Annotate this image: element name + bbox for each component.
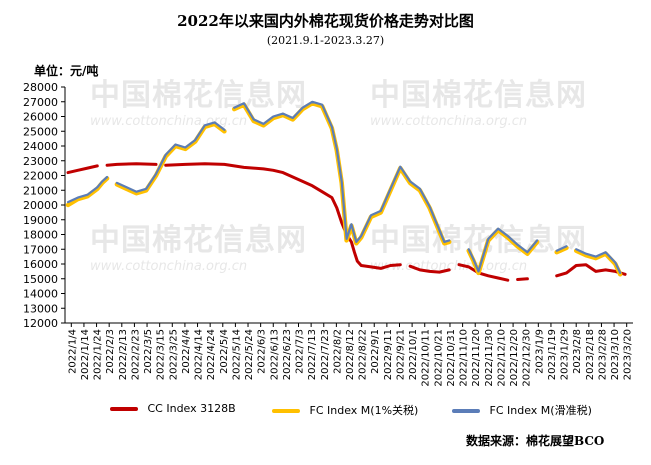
y-tick-label: 14000 bbox=[23, 288, 58, 301]
legend-label: CC Index 3128B bbox=[147, 402, 236, 415]
x-tick-label: 2022/11/10 bbox=[459, 329, 470, 387]
series-layer bbox=[65, 100, 627, 282]
x-tick-label: 2022/3/5 bbox=[143, 329, 154, 374]
y-tick-label: 15000 bbox=[23, 273, 58, 286]
legend-item-cc: CC Index 3128B bbox=[110, 402, 236, 415]
x-tick-label: 2022/3/15 bbox=[156, 329, 167, 380]
legend-label: FC Index M(滑准税) bbox=[489, 404, 592, 417]
x-tick-label: 2022/7/3 bbox=[295, 329, 306, 374]
x-tick-label: 2022/8/12 bbox=[345, 329, 356, 380]
x-tick-label: 2022/5/4 bbox=[219, 329, 230, 374]
x-tick-label: 2022/1/14 bbox=[80, 329, 91, 380]
series-line-2 bbox=[233, 100, 451, 243]
x-tick-label: 2022/8/22 bbox=[358, 329, 369, 380]
x-tick-label: 2022/6/13 bbox=[269, 329, 280, 380]
x-tick-label: 2022/5/24 bbox=[244, 329, 255, 380]
x-tick-label: 2022/7/13 bbox=[307, 329, 318, 380]
legend-label: FC Index M(1%关税) bbox=[309, 404, 419, 417]
series-line-1 bbox=[65, 176, 110, 208]
x-tick-label: 2023/3/10 bbox=[610, 329, 621, 380]
x-tick-label: 2022/11/20 bbox=[471, 329, 482, 387]
x-tick-label: 2022/2/3 bbox=[105, 329, 116, 374]
series-line-0 bbox=[105, 162, 158, 167]
y-tick-label: 16000 bbox=[23, 258, 58, 271]
series-line-2 bbox=[575, 248, 622, 274]
y-tick-label: 12000 bbox=[23, 317, 58, 330]
x-tick-label: 2022/12/10 bbox=[496, 329, 507, 387]
x-tick-label: 2022/11/30 bbox=[484, 329, 495, 387]
x-tick-label: 2023/2/18 bbox=[585, 329, 596, 380]
x-tick-label: 2022/2/23 bbox=[130, 329, 141, 380]
unit-label: 单位：元/吨 bbox=[34, 64, 99, 78]
x-tick-label: 2022/8/2 bbox=[332, 329, 343, 374]
legend-swatch bbox=[272, 409, 300, 413]
legend-swatch bbox=[452, 409, 480, 413]
x-tick-label: 2022/2/13 bbox=[118, 329, 129, 380]
x-tick-label: 2022/10/11 bbox=[421, 329, 432, 387]
series-line-0 bbox=[516, 277, 529, 281]
x-tick-label: 2023/1/29 bbox=[560, 329, 571, 380]
series-line-2 bbox=[555, 245, 568, 252]
y-tick-label: 23000 bbox=[23, 155, 58, 168]
y-tick-label: 20000 bbox=[23, 199, 58, 212]
series-line-0 bbox=[408, 264, 451, 274]
y-tick-label: 22000 bbox=[23, 170, 58, 183]
y-tick-label: 13000 bbox=[23, 302, 58, 315]
chart-title: 2022年以来国内外棉花现货价格走势对比图 bbox=[177, 12, 474, 30]
x-tick-label: 2023/3/20 bbox=[623, 329, 634, 380]
x-tick-label: 2022/9/1 bbox=[370, 329, 381, 374]
x-tick-label: 2023/1/9 bbox=[534, 329, 545, 374]
y-tick-label: 26000 bbox=[23, 111, 58, 124]
series-line-2 bbox=[66, 175, 109, 204]
x-tick-label: 2023/2/8 bbox=[572, 329, 583, 374]
chart-axes bbox=[64, 87, 633, 324]
x-tick-label: 2022/4/24 bbox=[206, 329, 217, 380]
chart-subtitle: (2021.9.1-2023.3.27) bbox=[266, 34, 385, 47]
x-axis-ticks: 2022/1/4 2022/1/14 2022/1/24 2022/2/3 2022/2… bbox=[67, 323, 634, 387]
series-line-0 bbox=[555, 263, 627, 278]
series-line-2 bbox=[467, 227, 539, 273]
y-tick-label: 27000 bbox=[23, 96, 58, 109]
data-source: 数据来源：棉花展望BCO bbox=[466, 434, 605, 448]
legend-item-fc-1pct: FC Index M(1%关税) bbox=[272, 402, 418, 418]
x-tick-label: 2022/9/11 bbox=[383, 329, 394, 380]
y-tick-label: 17000 bbox=[23, 243, 58, 256]
x-tick-label: 2022/9/21 bbox=[395, 329, 406, 380]
x-tick-label: 2022/10/21 bbox=[433, 329, 444, 387]
x-tick-label: 2023/1/19 bbox=[547, 329, 558, 380]
series-line-2 bbox=[115, 121, 226, 193]
x-tick-label: 2022/4/14 bbox=[194, 329, 205, 380]
x-tick-label: 2022/12/30 bbox=[522, 329, 533, 387]
y-tick-label: 18000 bbox=[23, 229, 58, 242]
x-tick-label: 2022/3/25 bbox=[168, 329, 179, 380]
series-line-0 bbox=[457, 263, 510, 282]
y-tick-label: 19000 bbox=[23, 214, 58, 227]
x-tick-label: 2022/7/23 bbox=[320, 329, 331, 380]
x-tick-label: 2022/5/14 bbox=[231, 329, 242, 380]
x-tick-label: 2022/1/4 bbox=[67, 329, 78, 374]
series-line-0 bbox=[66, 164, 99, 175]
y-tick-label: 21000 bbox=[23, 184, 58, 197]
series-line-0 bbox=[164, 162, 402, 270]
series-line-1 bbox=[114, 121, 227, 196]
x-tick-label: 2022/10/31 bbox=[446, 329, 457, 387]
x-tick-label: 2022/12/20 bbox=[509, 329, 520, 387]
legend-swatch bbox=[110, 407, 138, 411]
y-tick-label: 28000 bbox=[23, 81, 58, 94]
x-tick-label: 2022/4/4 bbox=[181, 329, 192, 374]
y-tick-label: 24000 bbox=[23, 140, 58, 153]
y-tick-label: 25000 bbox=[23, 125, 58, 138]
x-tick-label: 2022/6/23 bbox=[282, 329, 293, 380]
legend-item-fc-sliding: FC Index M(滑准税) bbox=[452, 402, 592, 418]
x-tick-label: 2022/10/1 bbox=[408, 329, 419, 380]
x-tick-label: 2022/1/24 bbox=[93, 329, 104, 380]
x-tick-label: 2022/6/3 bbox=[257, 329, 268, 374]
series-line-1 bbox=[554, 245, 569, 255]
x-tick-label: 2023/2/28 bbox=[597, 329, 608, 380]
